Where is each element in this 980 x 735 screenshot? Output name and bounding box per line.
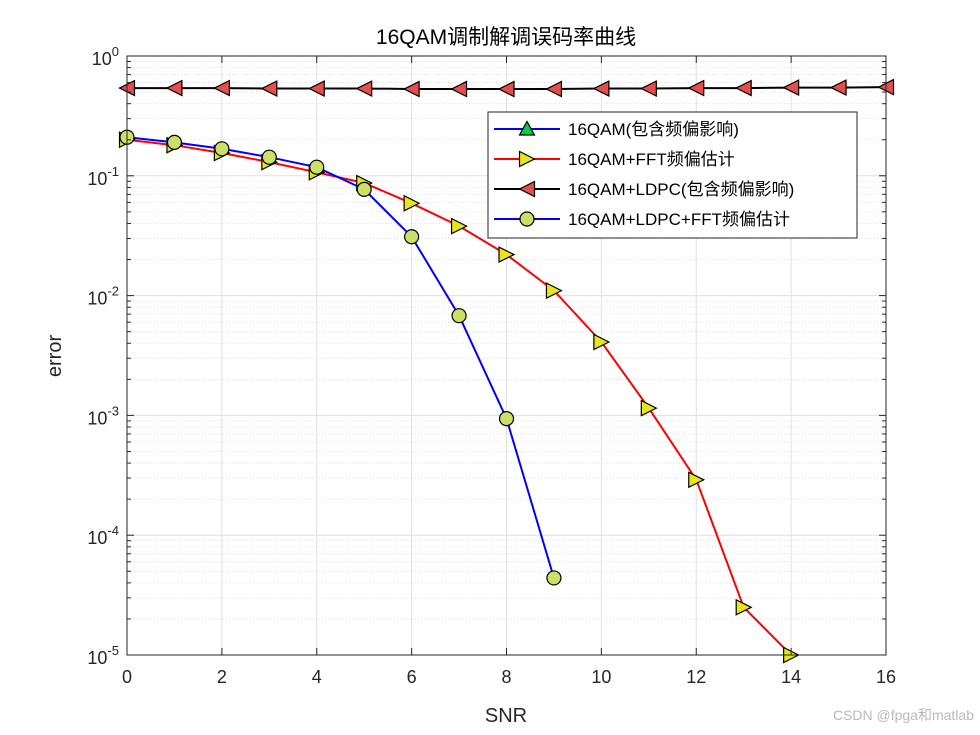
data-point xyxy=(593,333,611,351)
data-point xyxy=(355,80,373,98)
data-point xyxy=(450,217,468,235)
data-point xyxy=(166,134,183,151)
legend-marker xyxy=(518,150,536,168)
data-point xyxy=(592,80,610,98)
watermark: CSDN @fpga和matlab xyxy=(832,707,974,723)
data-point xyxy=(356,181,372,197)
x-tick-label: 6 xyxy=(407,667,417,687)
x-tick-label: 4 xyxy=(312,667,322,687)
data-point xyxy=(261,149,277,165)
x-tick-label: 2 xyxy=(217,667,227,687)
data-point xyxy=(307,80,325,98)
data-point xyxy=(640,399,658,417)
x-tick-label: 8 xyxy=(501,667,511,687)
y-tick-label: 10-3 xyxy=(87,403,119,428)
y-tick-label: 10-4 xyxy=(87,523,119,548)
data-point xyxy=(260,80,278,98)
x-tick-label: 16 xyxy=(876,667,896,687)
data-point xyxy=(450,80,468,98)
y-axis-label: error xyxy=(44,335,66,378)
data-point xyxy=(735,598,753,616)
x-tick-label: 12 xyxy=(686,667,706,687)
chart-title: 16QAM调制解调误码率曲线 xyxy=(376,26,636,49)
y-tick-label: 10-1 xyxy=(87,164,119,189)
data-point xyxy=(688,471,706,489)
y-tick-label: 100 xyxy=(92,44,119,69)
data-point xyxy=(451,308,467,324)
data-point xyxy=(213,79,230,97)
data-point xyxy=(165,79,183,97)
data-point xyxy=(402,80,420,98)
legend: 16QAM(包含频偏影响) 16QAM+FFT频偏估计 16QAM+LDPC(包含频… xyxy=(487,111,858,239)
data-point xyxy=(782,79,800,97)
data-point xyxy=(545,80,563,98)
series-3 xyxy=(119,129,562,586)
x-tick-label: 10 xyxy=(591,667,611,687)
legend-marker xyxy=(518,180,536,198)
legend-marker xyxy=(518,120,536,136)
x-axis-label: SNR xyxy=(485,705,527,727)
data-point xyxy=(498,246,516,264)
series-layer xyxy=(118,78,895,664)
data-point xyxy=(309,159,325,175)
legend-label: 16QAM(包含频偏影响) xyxy=(568,120,739,139)
y-tick-label: 10-5 xyxy=(87,643,119,668)
data-point xyxy=(403,194,421,212)
tick-layer: 0 2 4 6 8 10 12 14 16 100 10-1 10-2 10-3 10-4 10-5 xyxy=(87,44,896,687)
series-2 xyxy=(118,78,895,98)
data-point xyxy=(829,79,847,97)
legend-marker xyxy=(519,211,535,227)
series-line xyxy=(126,136,555,579)
data-point xyxy=(687,79,705,97)
y-tick-label: 10-2 xyxy=(87,284,119,309)
data-point xyxy=(214,141,230,157)
data-point xyxy=(404,229,420,245)
legend-box xyxy=(487,111,858,239)
data-point xyxy=(545,282,563,300)
legend-label: 16QAM+FFT频偏估计 xyxy=(568,150,735,169)
data-point xyxy=(734,79,752,97)
legend-label: 16QAM+LDPC(包含频偏影响) xyxy=(568,180,794,199)
data-point xyxy=(497,80,515,98)
data-point xyxy=(498,411,515,427)
x-tick-label: 14 xyxy=(781,667,801,687)
data-point xyxy=(639,80,657,98)
data-point xyxy=(546,570,562,586)
legend-label: 16QAM+LDPC+FFT频偏估计 xyxy=(568,210,790,229)
x-tick-label: 0 xyxy=(122,667,132,687)
